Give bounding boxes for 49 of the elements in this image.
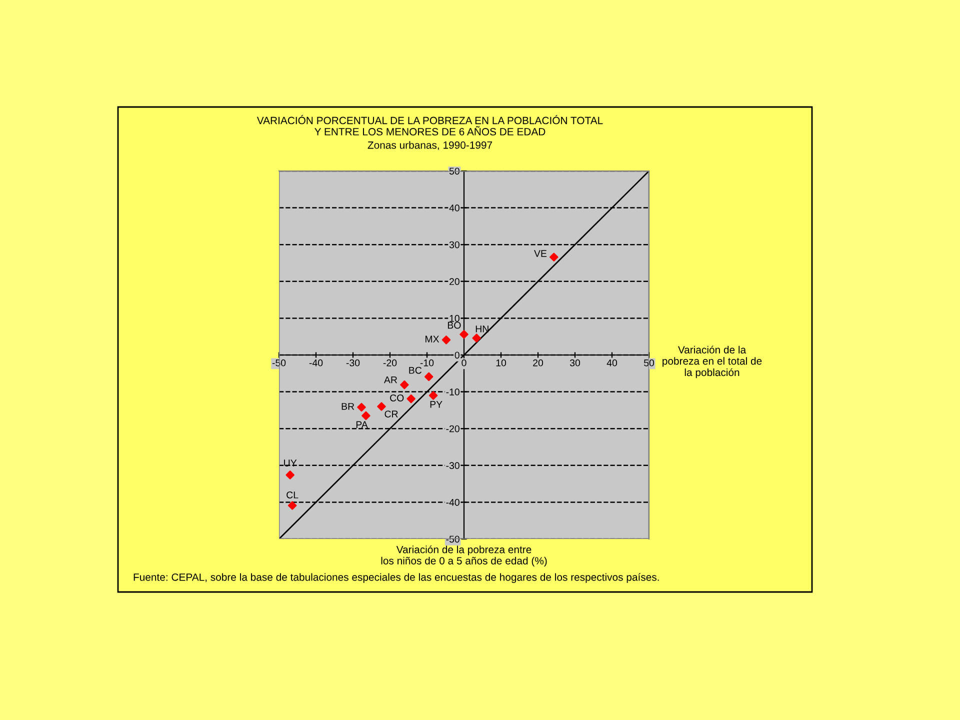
x-tick-label: -20 xyxy=(383,359,397,366)
point xyxy=(288,501,297,510)
annotation: BC xyxy=(409,366,422,374)
source-note: Fuente: CEPAL, sobre la base de tabulaciones especiales de las encuestas de hogares de los respectivos países. xyxy=(134,573,659,583)
point xyxy=(406,394,416,404)
annotation: BO xyxy=(448,322,461,329)
annotation: CO xyxy=(390,394,404,402)
point xyxy=(428,391,438,400)
annotation: HN xyxy=(476,326,488,332)
annotation: MX xyxy=(426,336,440,342)
point xyxy=(442,336,451,344)
annotation: PY xyxy=(430,401,442,408)
annotation: CL xyxy=(286,492,298,498)
point xyxy=(424,372,434,382)
chart-subtitle: Zonas urbanas, 1990-1997 xyxy=(368,141,492,150)
x-tick-label: 0 xyxy=(462,359,466,366)
chart-title: VARIACIÓN PORCENTUAL DE LA POBREZA EN LA POBLACIÓN TOTAL Y ENTRE LOS MENORES DE 6 AÑOS DE EDAD xyxy=(256,115,603,136)
annotation: CR xyxy=(384,410,398,418)
point xyxy=(362,411,370,420)
x-tick-label: 40 xyxy=(606,359,618,366)
annotation: VE xyxy=(534,250,547,257)
x-tick-label: 20 xyxy=(533,359,544,366)
y-tick-label: 10 xyxy=(450,314,460,322)
point xyxy=(286,470,294,480)
y-tick-label: -10 xyxy=(446,388,460,396)
y-tick-label: 0 xyxy=(454,352,460,359)
point xyxy=(357,402,366,412)
x-tick-label: -40 xyxy=(309,359,323,366)
y-tick-label: -20 xyxy=(446,425,460,432)
annotation: BR xyxy=(342,403,354,410)
x-tick-label: -10 xyxy=(420,359,434,366)
point xyxy=(472,334,481,342)
point xyxy=(460,330,468,339)
point xyxy=(550,252,558,262)
point xyxy=(377,402,386,411)
x-tick-label: 50 xyxy=(644,359,654,366)
y-tick-label: -40 xyxy=(446,498,460,506)
y-tick-label: 40 xyxy=(449,204,460,212)
x-axis-title: Variación de la pobreza entre los niños de 0 a 5 años de edad (%) xyxy=(381,545,547,567)
y-tick-label: 30 xyxy=(449,241,460,248)
x-tick-label: 10 xyxy=(496,359,506,366)
x-tick-label: -30 xyxy=(346,359,360,366)
annotation: PA xyxy=(356,421,368,428)
y-tick-label: -30 xyxy=(446,462,460,470)
y-tick-label: 20 xyxy=(450,278,460,286)
x-tick-label: 30 xyxy=(570,359,580,366)
annotation: AR xyxy=(384,376,398,384)
y-axis-title: Variación de la pobreza en el total de la población xyxy=(662,346,762,378)
point xyxy=(400,380,409,390)
